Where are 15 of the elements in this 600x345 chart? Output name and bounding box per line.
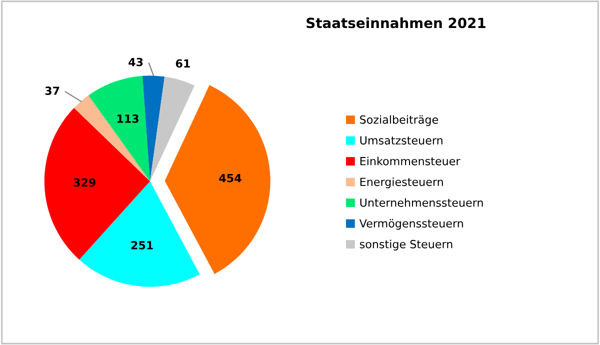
- legend-label: Einkommensteuer: [360, 156, 460, 166]
- chart-title: Staatseinnahmen 2021: [306, 17, 486, 28]
- data-label: 113: [117, 114, 138, 123]
- data-label: 37: [45, 86, 60, 95]
- legend-label: Unternehmenssteuern: [360, 198, 483, 207]
- data-label: 329: [74, 178, 96, 187]
- legend-label: Vermögenssteuern: [359, 219, 463, 230]
- data-label: 251: [131, 241, 153, 250]
- legend-label: Umsatzsteuern: [360, 136, 442, 145]
- legend-label: Energiesteuern: [360, 177, 443, 188]
- data-label: 61: [176, 59, 190, 68]
- legend-label: Sozialbeiträge: [360, 115, 438, 126]
- legend-label: sonstige Steuern: [360, 240, 452, 250]
- data-label: 454: [219, 174, 242, 182]
- data-label: 43: [128, 58, 143, 66]
